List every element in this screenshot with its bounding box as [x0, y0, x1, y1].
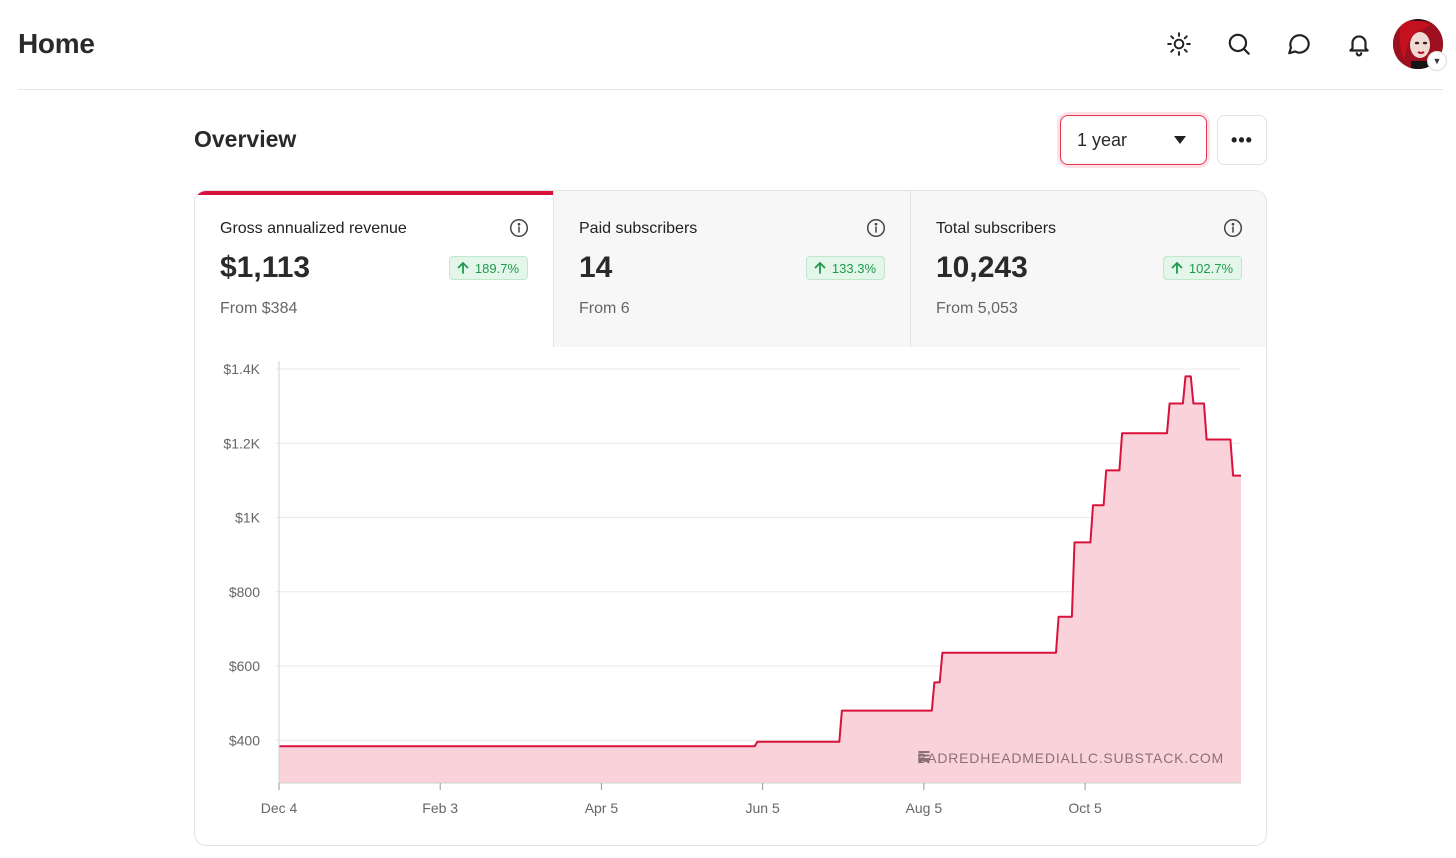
overview-card: Gross annualized revenue $1,113 189.7% F… — [194, 190, 1267, 846]
stat-change-badge: 189.7% — [448, 256, 528, 280]
y-tick-label: $600 — [229, 658, 260, 674]
avatar[interactable]: ▼ — [1393, 19, 1447, 71]
revenue-area — [279, 376, 1241, 783]
more-options-button[interactable]: ••• — [1217, 115, 1267, 165]
bell-icon — [1349, 35, 1369, 57]
overview-title: Overview — [194, 126, 297, 152]
search-icon — [1228, 33, 1250, 55]
x-tick-label: Dec 4 — [261, 800, 298, 816]
arrow-up-icon — [814, 262, 826, 274]
watermark-text: BADREDHEADMEDIALLC.SUBSTACK.COM — [917, 750, 1224, 766]
y-tick-label: $1.4K — [223, 361, 260, 377]
chevron-down-icon: ▼ — [1427, 51, 1447, 71]
stat-from: From 6 — [579, 300, 630, 317]
stat-change-value: 133.3% — [831, 260, 876, 276]
stats-tabs: Gross annualized revenue $1,113 189.7% F… — [195, 191, 1266, 347]
stat-from: From 5,053 — [936, 300, 1018, 317]
top-bar: Home — [18, 0, 1447, 90]
stat-tab-paid-subscribers[interactable]: Paid subscribers 14 133.3% From 6 — [553, 191, 910, 347]
info-icon[interactable] — [1223, 218, 1243, 238]
stat-label: Paid subscribers — [579, 220, 698, 237]
y-tick-label: $1K — [235, 510, 261, 526]
search-button[interactable] — [1219, 24, 1259, 64]
stat-change-value: 102.7% — [1188, 260, 1233, 276]
caret-down-icon — [1174, 136, 1186, 144]
time-range-value: 1 year — [1077, 129, 1128, 150]
chat-button[interactable] — [1279, 24, 1319, 64]
chart-svg: $400 $600 $800 $1K $1.2K $1.4K Dec 4 Feb 3 Apr 5… — [223, 361, 1241, 816]
stat-label: Gross annualized revenue — [220, 220, 407, 237]
stat-tab-total-subscribers[interactable]: Total subscribers 10,243 102.7% From 5,0… — [910, 191, 1266, 347]
y-tick-label: $400 — [229, 732, 260, 748]
bookmark-icon — [918, 751, 930, 764]
stat-tab-revenue[interactable]: Gross annualized revenue $1,113 189.7% F… — [195, 191, 553, 347]
chat-icon — [1288, 34, 1310, 55]
stat-value: $1,113 — [220, 251, 311, 284]
theme-toggle-button[interactable] — [1159, 24, 1199, 64]
y-tick-label: $1.2K — [223, 435, 260, 451]
stat-value: 14 — [579, 251, 613, 284]
stat-change-badge: 133.3% — [805, 256, 885, 280]
x-tick-label: Aug 5 — [906, 800, 943, 816]
revenue-line — [279, 375, 1241, 748]
stat-change-value: 189.7% — [474, 260, 519, 276]
arrow-up-icon — [1171, 262, 1183, 274]
time-range-select[interactable]: 1 year — [1060, 115, 1207, 165]
stat-from: From $384 — [220, 300, 298, 317]
page-title: Home — [18, 28, 95, 59]
stat-label: Total subscribers — [936, 220, 1057, 237]
x-tick-label: Oct 5 — [1068, 800, 1102, 816]
sun-icon — [1167, 32, 1191, 56]
x-tick-label: Apr 5 — [585, 800, 619, 816]
y-tick-label: $800 — [229, 584, 260, 600]
info-icon[interactable] — [866, 218, 886, 238]
x-tick-label: Feb 3 — [422, 800, 458, 816]
x-tick-label: Jun 5 — [746, 800, 780, 816]
info-icon[interactable] — [509, 218, 529, 238]
stat-change-badge: 102.7% — [1162, 256, 1242, 280]
stat-value: 10,243 — [936, 251, 1028, 284]
arrow-up-icon — [457, 262, 469, 274]
revenue-chart[interactable]: $400 $600 $800 $1K $1.2K $1.4K Dec 4 Feb 3 Apr 5… — [195, 347, 1266, 845]
notifications-button[interactable] — [1339, 24, 1379, 64]
more-icon: ••• — [1231, 129, 1253, 150]
watermark: BADREDHEADMEDIALLC.SUBSTACK.COM — [917, 750, 1224, 766]
top-icons: ▼ — [1139, 18, 1447, 71]
